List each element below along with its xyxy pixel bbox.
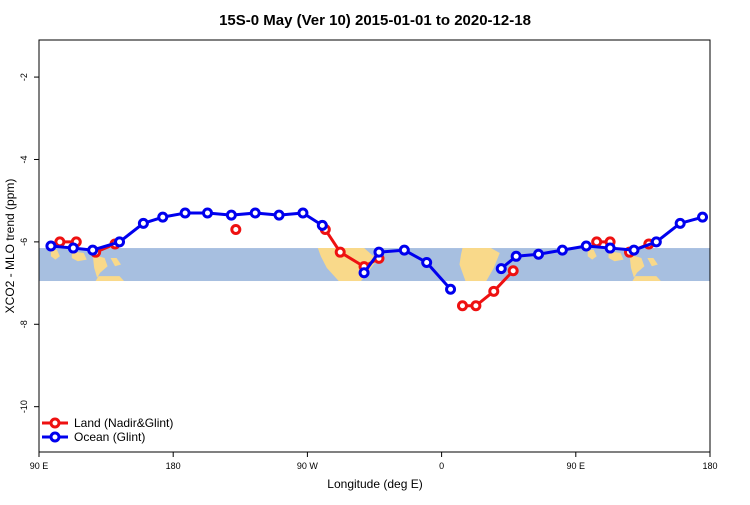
data-point (495, 263, 507, 275)
data-point (273, 209, 285, 221)
data-point (398, 244, 410, 256)
x-tick-label: 180 (166, 461, 181, 471)
land-islands-a-3 (92, 254, 108, 278)
series-ocean (45, 207, 709, 295)
data-point (510, 250, 522, 262)
data-point (249, 207, 261, 219)
data-point (114, 236, 126, 248)
y-tick-label: -2 (19, 73, 29, 81)
data-point (201, 207, 213, 219)
data-point (225, 209, 237, 221)
data-point (507, 265, 519, 277)
land-islands-a-1 (50, 249, 60, 260)
land-australia-b (632, 276, 661, 282)
legend: Land (Nadir&Glint) Ocean (Glint) (42, 416, 173, 444)
legend-label-ocean: Ocean (Glint) (74, 430, 145, 444)
data-point (628, 244, 640, 256)
land-islands-a-2 (71, 251, 87, 262)
series-layer (45, 207, 709, 312)
legend-marker-ocean (49, 431, 61, 443)
data-point (604, 242, 616, 254)
data-point (456, 300, 468, 312)
data-point (580, 240, 592, 252)
data-point (297, 207, 309, 219)
y-tick-label: -10 (19, 400, 29, 413)
legend-marker-land (49, 417, 61, 429)
data-point (137, 217, 149, 229)
x-tick-label: 180 (702, 461, 717, 471)
chart-title: 15S-0 May (Ver 10) 2015-01-01 to 2020-12… (219, 12, 531, 29)
y-tick-label: -6 (19, 238, 29, 246)
data-point (45, 240, 57, 252)
legend-label-land: Land (Nadir&Glint) (74, 416, 173, 430)
data-point (445, 283, 457, 295)
data-point (157, 211, 169, 223)
x-tick-label: 90 W (297, 461, 319, 471)
y-tick-label: -4 (19, 155, 29, 163)
series-line-segment (500, 215, 703, 270)
land-australia-a (95, 276, 124, 282)
data-point (334, 246, 346, 258)
data-point (54, 236, 66, 248)
x-axis-label: Longitude (deg E) (327, 477, 422, 491)
series-line-segment (462, 269, 515, 308)
data-point (316, 219, 328, 231)
y-axis: -2 -4 -6 -8 -10 (19, 73, 39, 413)
data-point (650, 236, 662, 248)
data-point (179, 207, 191, 219)
x-tick-label: 90 E (30, 461, 49, 471)
land-islands-b-2 (608, 251, 624, 262)
data-point (674, 217, 686, 229)
data-point (470, 300, 482, 312)
data-point (591, 236, 603, 248)
data-point (488, 285, 500, 297)
land-islands-a-4 (110, 257, 122, 267)
x-tick-label: 90 E (567, 461, 586, 471)
data-point (358, 267, 370, 279)
data-point (533, 248, 545, 260)
data-point (373, 246, 385, 258)
land-islands-b-4 (647, 257, 658, 267)
y-tick-label: -8 (19, 320, 29, 328)
land-islands-b-3 (629, 254, 645, 278)
data-point (421, 256, 433, 268)
plot-frame (38, 39, 711, 453)
land-islands-b-1 (587, 249, 597, 260)
x-tick-label: 0 (439, 461, 444, 471)
land-africa (459, 248, 500, 282)
data-point (87, 244, 99, 256)
data-point (67, 242, 79, 254)
y-axis-label: XCO2 - MLO trend (ppm) (3, 179, 17, 314)
data-point (556, 244, 568, 256)
data-point (697, 211, 709, 223)
x-axis: 90 E 180 90 W 0 90 E 180 (30, 452, 718, 471)
data-point (230, 224, 242, 236)
